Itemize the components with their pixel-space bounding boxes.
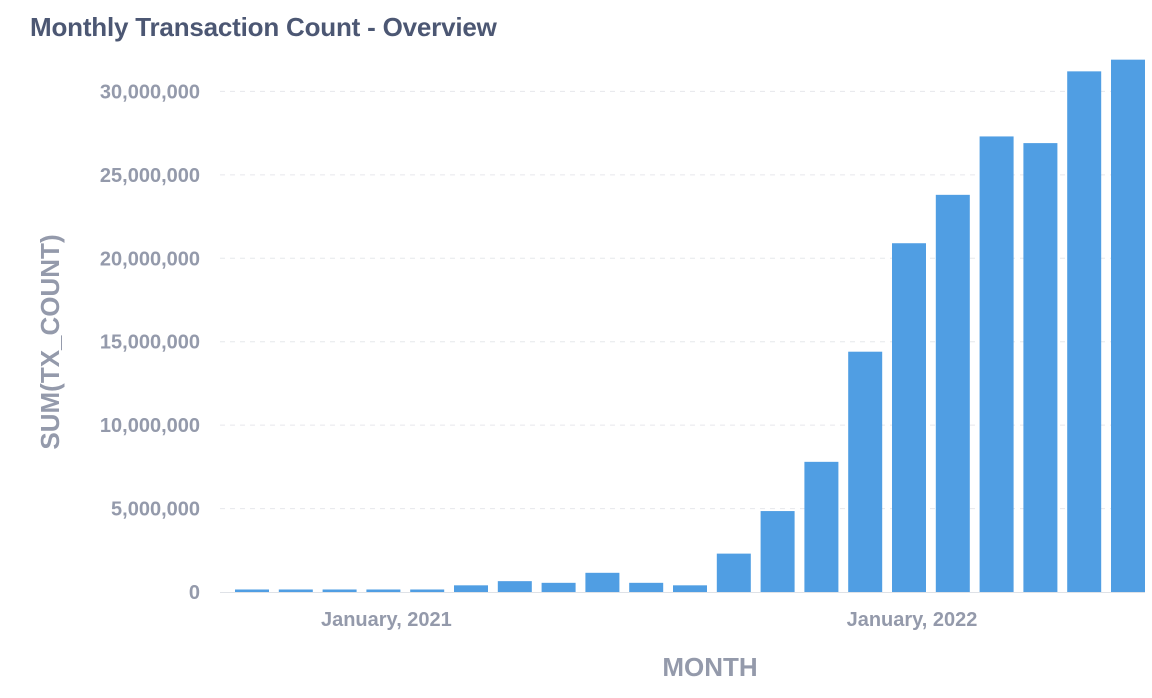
y-axis-ticks: 0 5,000,000 10,000,000 15,000,000 20,000,000… — [100, 81, 200, 604]
bars — [235, 59, 1145, 593]
bar-2021-02[interactable] — [410, 589, 445, 592]
y-tick-label: 30,000,000 — [100, 81, 200, 103]
bar-2021-03[interactable] — [454, 585, 488, 592]
x-axis-title: MONTH — [662, 652, 757, 682]
bar-2021-12[interactable] — [848, 351, 883, 592]
bar-2020-10[interactable] — [235, 589, 269, 592]
bar-2020-11[interactable] — [278, 589, 313, 592]
x-tick-label: January, 2022 — [847, 609, 978, 631]
bar-2022-04[interactable] — [1023, 143, 1058, 592]
card-title[interactable]: Monthly Transaction Count - Overview — [30, 12, 497, 42]
y-tick-label: 25,000,000 — [100, 165, 200, 187]
bar-2021-05[interactable] — [541, 582, 576, 592]
gridlines — [220, 90, 1145, 510]
bar-2021-04[interactable] — [497, 581, 532, 592]
y-tick-label: 15,000,000 — [100, 332, 200, 354]
y-axis-title: SUM(TX_COUNT) — [35, 234, 65, 449]
bar-2022-06[interactable] — [1111, 59, 1145, 592]
bar-2022-03[interactable] — [979, 136, 1014, 592]
x-tick-label: January, 2021 — [321, 609, 452, 631]
bar-2021-07[interactable] — [629, 582, 664, 592]
y-tick-label: 0 — [189, 582, 200, 604]
bar-2021-06[interactable] — [585, 572, 620, 592]
bar-2021-11[interactable] — [804, 461, 839, 592]
bar-2021-09[interactable] — [716, 553, 751, 592]
bar-2020-12[interactable] — [322, 589, 357, 592]
bar-2022-02[interactable] — [935, 194, 970, 592]
bar-2022-01[interactable] — [892, 243, 926, 592]
y-tick-label: 5,000,000 — [111, 499, 200, 521]
bar-2021-08[interactable] — [673, 585, 707, 592]
y-tick-label: 10,000,000 — [100, 415, 200, 437]
x-axis-ticks: January, 2021 January, 2022 — [321, 609, 977, 631]
y-tick-label: 20,000,000 — [100, 248, 200, 270]
bar-2022-05[interactable] — [1067, 71, 1102, 593]
bar-2021-10[interactable] — [760, 511, 795, 592]
bar-2021-01[interactable] — [366, 589, 401, 592]
